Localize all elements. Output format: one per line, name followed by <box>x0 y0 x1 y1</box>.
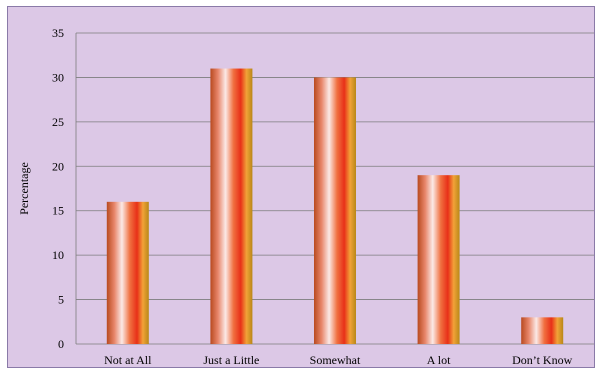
bar-not-at-all <box>106 201 149 344</box>
y-axis-ticks: 0 5 10 15 20 25 30 35 <box>52 26 64 351</box>
y-tick-label: 10 <box>52 248 64 262</box>
bar-somewhat <box>314 77 356 344</box>
x-tick-label: Just a Little <box>203 353 259 367</box>
y-tick-label: 0 <box>58 337 64 351</box>
x-tick-label: Somewhat <box>310 353 361 367</box>
y-tick-label: 20 <box>52 159 64 173</box>
bar-a-lot <box>417 175 460 344</box>
x-tick-label: Don’t Know <box>512 353 572 367</box>
bars <box>106 68 564 345</box>
chart-area: 0 5 10 15 20 25 30 35 Not at All Just a Little So… <box>7 6 595 368</box>
y-axis-title: Percentage <box>17 162 31 215</box>
x-axis-ticks: Not at All Just a Little Somewhat A lot Don’… <box>104 353 572 367</box>
bar-chart: 0 5 10 15 20 25 30 35 Not at All Just a Little So… <box>17 26 594 367</box>
bar-just-a-little <box>210 68 253 345</box>
y-tick-label: 30 <box>52 70 64 84</box>
bar-don-t-know <box>521 317 564 344</box>
x-tick-label: A lot <box>427 353 451 367</box>
x-tick-label: Not at All <box>104 353 152 367</box>
y-tick-label: 25 <box>52 115 64 129</box>
y-tick-label: 15 <box>52 204 64 218</box>
y-tick-label: 35 <box>52 26 64 40</box>
y-tick-label: 5 <box>58 293 64 307</box>
